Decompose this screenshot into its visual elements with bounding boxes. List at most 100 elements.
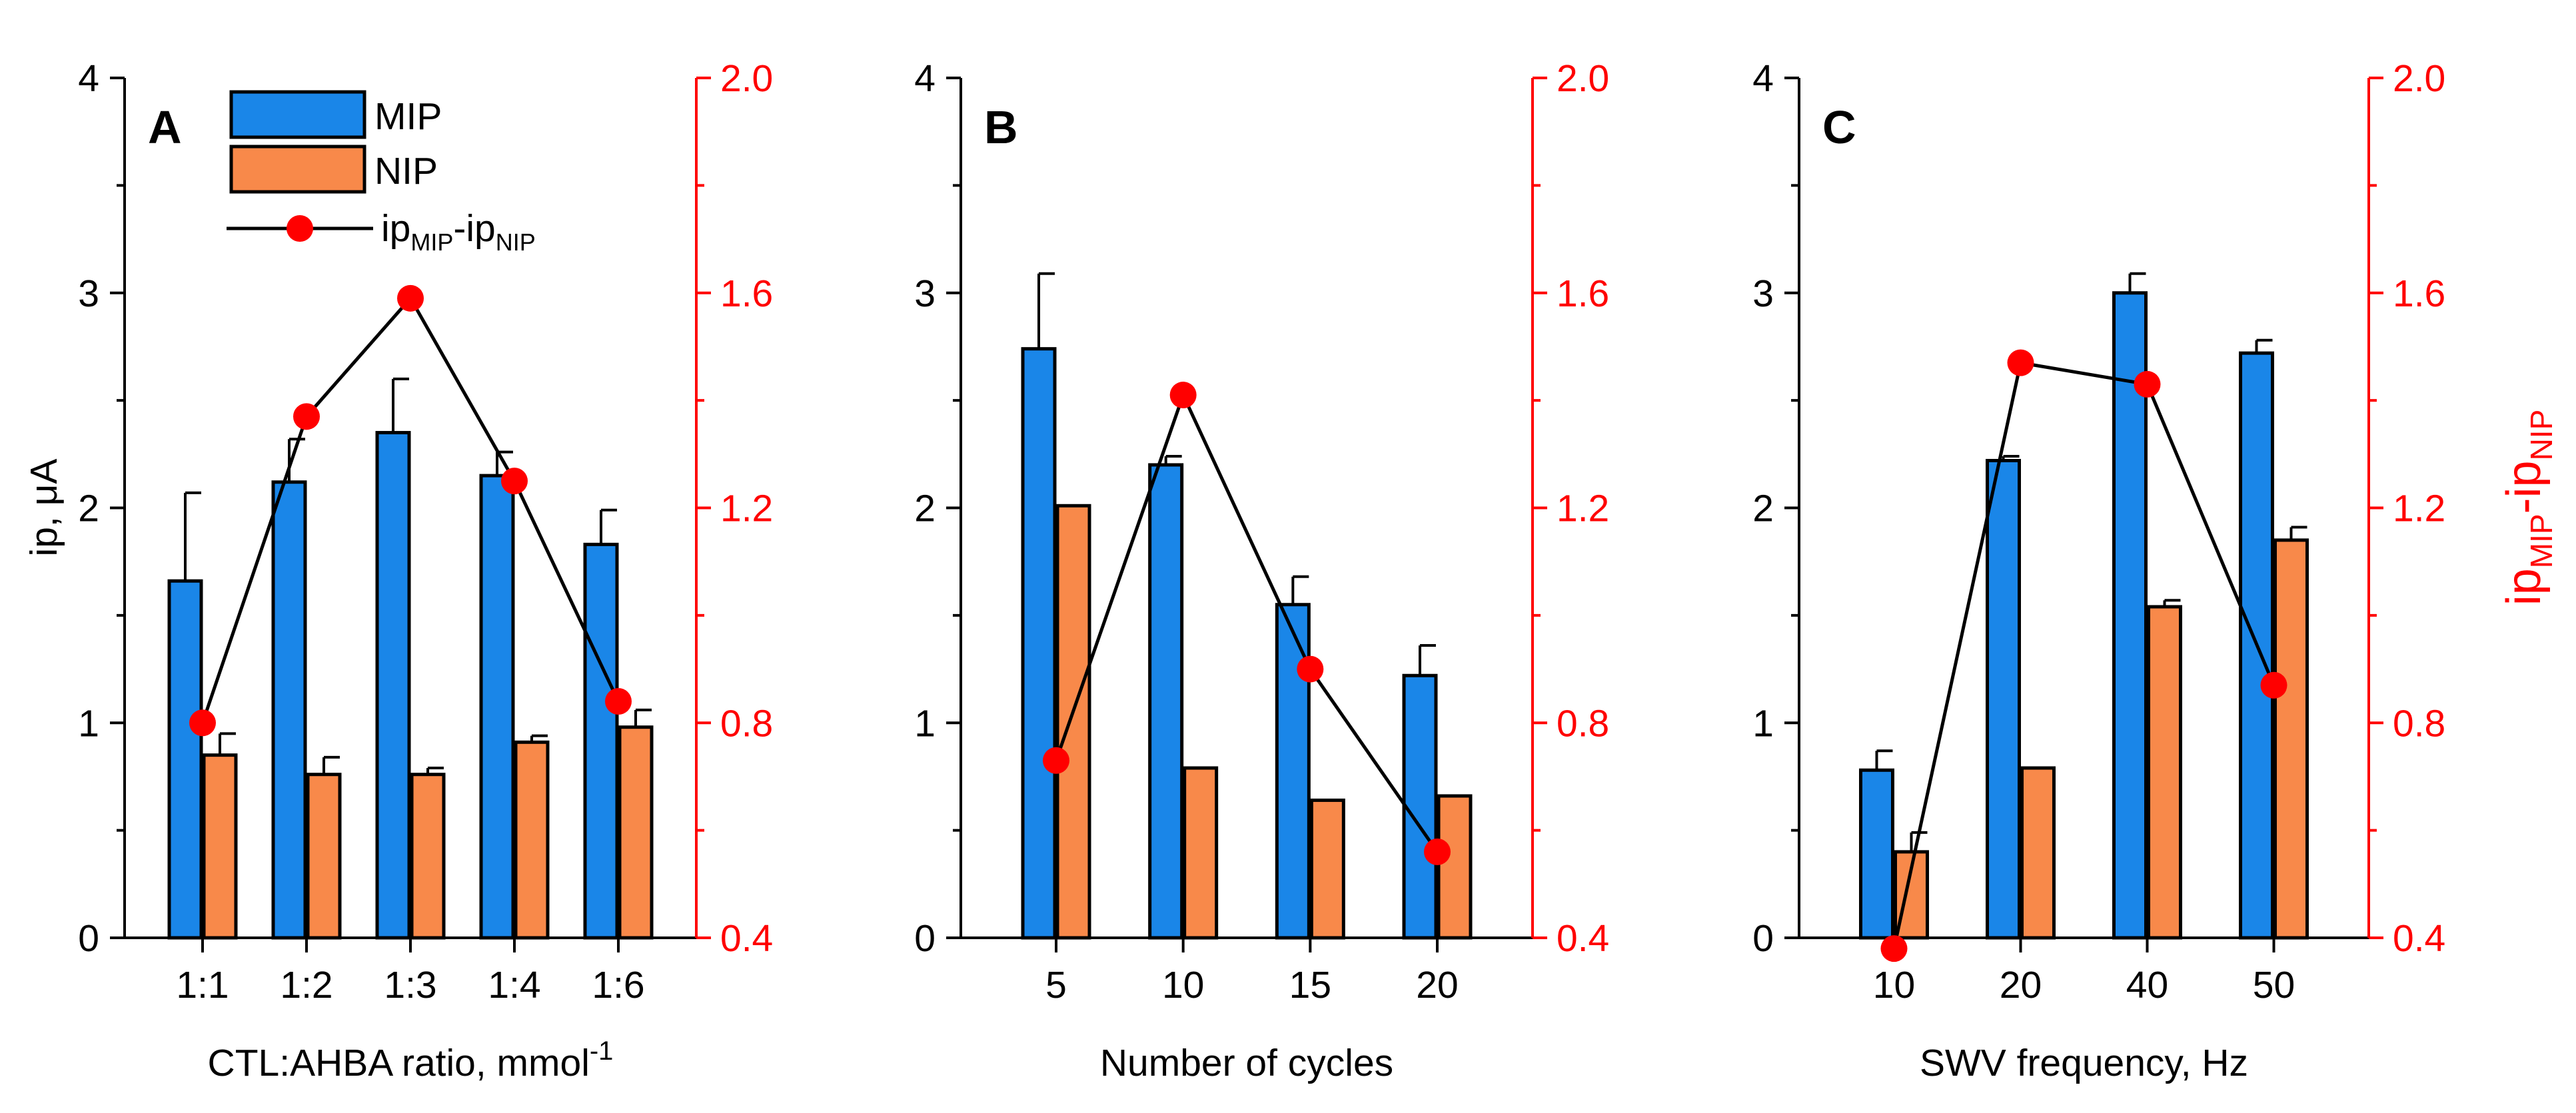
diff-series-point	[1297, 655, 1324, 683]
y-tick-label-right: 1.2	[720, 488, 773, 530]
diff-series-point	[2134, 370, 2161, 398]
diff-series-point	[1043, 747, 1069, 774]
y-tick-label-left: 3	[914, 272, 936, 315]
nip-bar	[1437, 794, 1473, 940]
nip-bar	[1183, 766, 1219, 940]
mip-bar	[1275, 603, 1311, 940]
y-tick-label-left: 3	[78, 272, 99, 315]
legend-diff-label: ipMIP-ipNIP	[381, 207, 536, 256]
nip-bar	[410, 773, 446, 940]
y-tick-label-right: 2.0	[1557, 57, 1609, 100]
y-tick-label-right: 2.0	[2393, 57, 2445, 100]
y-axis-label-left: ip, μA	[23, 459, 65, 557]
diff-series-line	[1054, 390, 1439, 853]
y-tick-label-left: 1	[78, 702, 99, 745]
mip-bar	[479, 474, 515, 940]
diff-series-point	[605, 687, 632, 715]
nip-bar	[1309, 798, 1345, 940]
y-tick-label-right: 0.8	[1557, 702, 1609, 745]
panel-c: 0 1 2 3 4 0.4 0.8 1.2 1.6 2.0 10 20 40 50 C SWV frequen…	[1752, 57, 2445, 1084]
mip-bar	[2112, 291, 2148, 940]
x-tick-label: 50	[2253, 964, 2295, 1006]
y-tick-label-left: 1	[1752, 702, 1774, 745]
nip-bar	[618, 725, 654, 940]
diff-series-point	[1424, 838, 1451, 865]
x-tick-label: 15	[1289, 964, 1331, 1006]
mip-bar	[1859, 768, 1894, 940]
diff-series-point	[2260, 671, 2287, 699]
panel-letter: B	[984, 101, 1018, 153]
diff-series-point	[2007, 349, 2034, 376]
legend-mip-label: MIP	[374, 95, 442, 138]
mip-bar	[1986, 458, 2021, 940]
y-tick-label-left: 0	[914, 917, 936, 960]
x-tick-label: 40	[2126, 964, 2168, 1006]
legend-mip-swatch	[229, 90, 366, 139]
legend-nip-swatch	[229, 145, 366, 194]
x-tick-label: 20	[2000, 964, 2042, 1006]
nip-bar	[2020, 766, 2056, 940]
y-tick-label-left: 1	[914, 702, 936, 745]
diff-series-point	[501, 468, 528, 495]
x-tick-label: 20	[1416, 964, 1458, 1006]
x-tick-label: 10	[1873, 964, 1915, 1006]
y-tick-label-left: 0	[1752, 917, 1774, 960]
mip-bar	[167, 579, 203, 940]
diff-series-point	[397, 284, 424, 312]
diff-series-point	[1880, 935, 1908, 962]
diff-series-point	[189, 709, 216, 737]
panel-a: 0 1 2 3 4 0.4 0.8 1.2 1.6 2.0 1:1 1:2 1:3 1:4 1:6 A CTL:…	[78, 57, 773, 1084]
mip-bar	[1148, 463, 1184, 940]
panel-letter: A	[148, 101, 182, 153]
y-axis-label-right: ipMIP-ipNIP	[2497, 410, 2559, 606]
y-tick-label-left: 2	[1752, 488, 1774, 530]
x-axis-label: SWV frequency, Hz	[1920, 1042, 2248, 1084]
legend-diff-marker	[287, 215, 313, 242]
y-tick-label-right: 1.2	[2393, 488, 2445, 530]
diff-series-point	[1169, 382, 1197, 409]
y-tick-label-right: 1.6	[720, 272, 773, 315]
y-tick-label-left: 4	[78, 57, 99, 100]
nip-bar	[306, 773, 342, 940]
x-tick-label: 10	[1162, 964, 1204, 1006]
y-tick-label-right: 0.4	[2393, 917, 2445, 960]
y-tick-label-right: 1.2	[1557, 488, 1609, 530]
mip-bar	[375, 431, 411, 940]
diff-series-point	[293, 403, 320, 430]
diff-series-line	[1892, 360, 2275, 949]
nip-bar	[202, 753, 238, 940]
x-tick-label: 1:1	[176, 964, 229, 1006]
y-tick-label-right: 1.6	[2393, 272, 2445, 315]
x-tick-label: 1:3	[384, 964, 436, 1006]
mip-bar	[271, 480, 307, 940]
x-tick-label: 5	[1045, 964, 1067, 1006]
x-tick-label: 1:2	[280, 964, 332, 1006]
y-tick-label-right: 0.8	[720, 702, 773, 745]
y-tick-label-left: 0	[78, 917, 99, 960]
y-tick-label-left: 3	[1752, 272, 1774, 315]
y-tick-label-left: 4	[914, 57, 936, 100]
y-tick-label-right: 0.8	[2393, 702, 2445, 745]
x-axis-label: CTL:AHBA ratio, mmol-1	[208, 1036, 614, 1084]
nip-bar	[2273, 538, 2309, 940]
mip-bar	[1021, 347, 1057, 940]
y-tick-label-left: 2	[78, 488, 99, 530]
y-tick-label-right: 0.4	[1557, 917, 1609, 960]
mip-bar	[583, 542, 619, 940]
legend: MIP NIP ipMIP-ipNIP	[227, 90, 536, 256]
legend-nip-label: NIP	[374, 150, 438, 192]
y-tick-label-left: 4	[1752, 57, 1774, 100]
y-tick-label-left: 2	[914, 488, 936, 530]
x-tick-label: 1:4	[488, 964, 540, 1006]
nip-bar	[2147, 605, 2182, 940]
nip-bar	[1055, 504, 1091, 940]
panel-letter: C	[1822, 101, 1856, 153]
y-tick-label-right: 1.6	[1557, 272, 1609, 315]
mip-bar	[1402, 673, 1438, 940]
y-tick-label-right: 2.0	[720, 57, 773, 100]
panel-b: 0 1 2 3 4 0.4 0.8 1.2 1.6 2.0 5 10 15 20 B Number of cy…	[914, 57, 1609, 1084]
x-tick-label: 1:6	[592, 964, 644, 1006]
nip-bar	[514, 740, 550, 940]
y-tick-label-right: 0.4	[720, 917, 773, 960]
